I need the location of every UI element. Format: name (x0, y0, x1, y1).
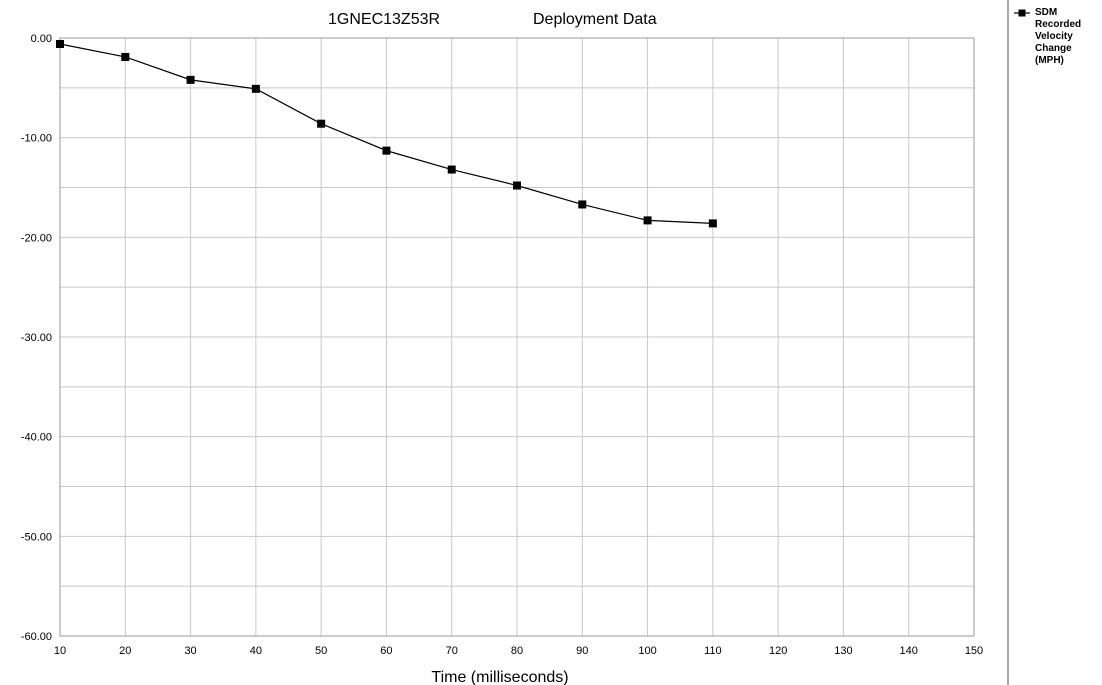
x-tick-label: 130 (834, 645, 852, 657)
y-tick-label: -30.00 (21, 332, 52, 344)
x-axis-label: Time (milliseconds) (431, 669, 568, 685)
x-tick-label: 90 (576, 645, 588, 657)
data-point (251, 84, 260, 93)
y-tick-label: 0.00 (31, 33, 52, 45)
x-tick-label: 80 (511, 645, 523, 657)
x-axis-ticks: 10 20 30 40 50 60 70 80 90 100 110 120 130 140 150 (54, 645, 983, 657)
data-point (186, 75, 195, 84)
y-tick-label: -20.00 (21, 232, 52, 244)
data-point (121, 52, 130, 61)
x-tick-label: 50 (315, 645, 327, 657)
y-tick-label: -60.00 (21, 631, 52, 643)
y-tick-label: -10.00 (21, 133, 52, 145)
x-tick-label: 70 (446, 645, 458, 657)
legend-entry-text: Velocity (1035, 31, 1073, 42)
x-tick-label: 10 (54, 645, 66, 657)
x-tick-label: 40 (250, 645, 262, 657)
data-point (513, 181, 521, 190)
chart-title: 1GNEC13Z53R Deployment Data (328, 11, 657, 28)
legend-entry-text: Recorded (1035, 19, 1081, 30)
x-tick-label: 100 (638, 645, 656, 657)
chart-title-id: 1GNEC13Z53R (328, 11, 440, 28)
y-tick-label: -50.00 (21, 531, 52, 543)
x-tick-label: 150 (965, 645, 983, 657)
chart-title-text: Deployment Data (533, 11, 657, 28)
data-point (708, 219, 717, 228)
x-tick-label: 20 (119, 645, 131, 657)
data-point (382, 146, 391, 155)
x-tick-label: 110 (704, 645, 722, 657)
data-point (447, 165, 456, 174)
legend-entry-text: (MPH) (1035, 55, 1064, 66)
data-point (578, 200, 587, 209)
data-point (56, 39, 64, 48)
series-velocity-change (56, 39, 717, 228)
legend-square-marker (1018, 9, 1026, 17)
x-tick-label: 60 (380, 645, 392, 657)
data-point (317, 119, 326, 128)
y-tick-label: -40.00 (21, 432, 52, 444)
data-point (643, 216, 652, 225)
x-tick-label: 140 (900, 645, 918, 657)
y-axis-ticks: 0.00 -10.00 -20.00 -30.00 -40.00 -50.00 -60.00 (21, 33, 52, 643)
plot-area-border (59, 37, 975, 637)
grid (59, 37, 975, 637)
legend-entry-text: SDM (1035, 7, 1057, 18)
x-tick-label: 30 (184, 645, 196, 657)
x-tick-label: 120 (769, 645, 787, 657)
legend-entry-text: Change (1035, 43, 1072, 54)
